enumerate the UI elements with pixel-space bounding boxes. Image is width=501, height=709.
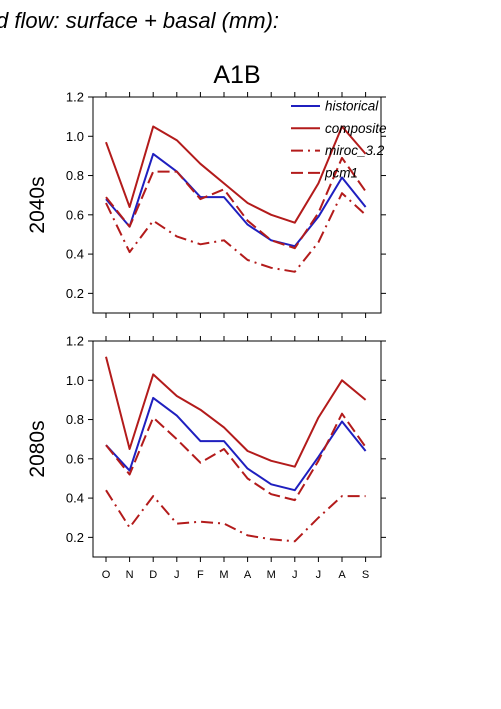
x-tick-label: M: [267, 569, 276, 581]
y-tick-label: 0.2: [66, 286, 84, 301]
series-historical: [105, 396, 367, 492]
legend-label: historical: [325, 99, 379, 114]
y-tick-label: 0.4: [66, 247, 84, 262]
panel-label: 2040s: [26, 176, 49, 233]
series-pcm1: [105, 412, 367, 502]
legend-label: pcm1: [324, 165, 358, 180]
x-tick-label: J: [174, 569, 180, 581]
y-tick-label: 1.2: [66, 334, 84, 349]
x-tick-label: F: [197, 569, 204, 581]
y-tick-label: 0.6: [66, 207, 84, 222]
scenario-title: A1B: [213, 61, 260, 89]
y-tick-label: 0.8: [66, 168, 84, 183]
series-pcm1: [105, 156, 367, 250]
y-tick-label: 0.2: [66, 530, 84, 545]
x-tick-label: J: [316, 569, 322, 581]
y-tick-label: 1.0: [66, 373, 84, 388]
figure-title: d flow: surface + basal (mm):: [0, 8, 279, 33]
series-historical: [105, 152, 367, 248]
series-composite: [105, 356, 367, 468]
y-tick-label: 1.2: [66, 90, 84, 105]
x-tick-label: S: [362, 569, 369, 581]
series-miroc-3-2: [105, 489, 366, 543]
x-tick-label: A: [338, 569, 346, 581]
y-tick-label: 1.0: [66, 129, 84, 144]
plot-frame: [92, 96, 382, 314]
x-tick-label: D: [149, 569, 157, 581]
y-tick-label: 0.6: [66, 451, 84, 466]
series-composite: [105, 125, 367, 224]
y-tick-label: 0.8: [66, 412, 84, 427]
y-tick-label: 0.4: [66, 491, 84, 506]
x-tick-label: J: [292, 569, 298, 581]
series-miroc-3-2: [105, 192, 367, 273]
x-tick-label: A: [244, 569, 252, 581]
chart-panels: 0.2 0.4 0.6 0.8 1.0 1.2 2040s historical composi…: [26, 90, 387, 582]
legend-label: miroc_3.2: [325, 143, 385, 158]
legend: historical composite miroc_3.2 pcm1: [291, 99, 387, 180]
x-tick-label: O: [102, 569, 111, 581]
panel-label: 2080s: [26, 420, 49, 477]
legend-label: composite: [325, 121, 387, 136]
panel-2080s: 0.2 0.4 0.6 0.8 1.0 1.2 2080s O N D J F M A M J J A S: [26, 334, 386, 581]
x-tick-label: N: [126, 569, 134, 581]
x-tick-label: M: [219, 569, 228, 581]
panel-2040s: 0.2 0.4 0.6 0.8 1.0 1.2 2040s historical composi…: [26, 90, 387, 318]
plot-frame: [92, 340, 382, 558]
